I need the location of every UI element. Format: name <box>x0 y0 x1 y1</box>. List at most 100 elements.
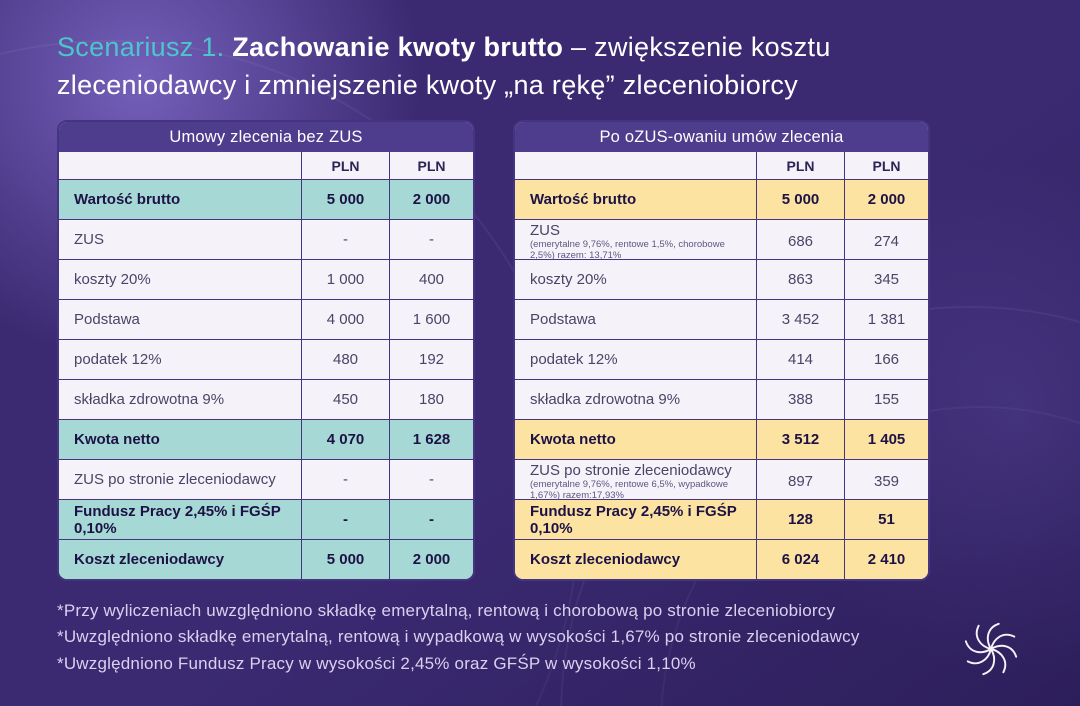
row-value: 1 405 <box>844 420 928 459</box>
row-label: Wartość brutto <box>530 191 637 208</box>
row-value: 1 000 <box>301 260 389 299</box>
row-label-cell: Wartość brutto <box>59 180 301 219</box>
row-label: składka zdrowotna 9% <box>530 391 681 408</box>
row-value: - <box>389 220 473 259</box>
row-label: ZUS po stronie zleceniodawcy <box>530 462 732 479</box>
page-title: Scenariusz 1. Zachowanie kwoty brutto – … <box>57 28 909 105</box>
row-value: 5 000 <box>301 180 389 219</box>
row-label: koszty 20% <box>530 271 607 288</box>
row-value: 1 600 <box>389 300 473 339</box>
table-row: ZUS po stronie zleceniodawcy - - <box>59 459 473 499</box>
row-value: 345 <box>844 260 928 299</box>
row-label: Fundusz Pracy 2,45% i FGŚP 0,10% <box>530 502 737 537</box>
footnote-1: *Przy wyliczeniach uwzględniono składkę … <box>57 601 836 620</box>
row-value: 4 070 <box>301 420 389 459</box>
row-label: ZUS <box>74 231 104 248</box>
row-value: 274 <box>844 220 928 264</box>
row-label-cell: Koszt zleceniodawcy <box>59 540 301 579</box>
footnotes: *Przy wyliczeniach uwzględniono składkę … <box>57 600 927 679</box>
row-value: 2 410 <box>844 540 928 579</box>
row-label-cell: składka zdrowotna 9% <box>515 380 756 419</box>
row-label-cell: Wartość brutto <box>515 180 756 219</box>
column-header-row: PLN PLN <box>515 152 928 179</box>
table-row: podatek 12% 414 166 <box>515 339 928 379</box>
row-label: Kwota netto <box>74 431 160 448</box>
row-value: - <box>389 500 473 539</box>
row-label: koszty 20% <box>74 271 151 288</box>
row-value: 3 512 <box>756 420 844 459</box>
row-label: podatek 12% <box>530 351 618 368</box>
table-row: ZUS - - <box>59 219 473 259</box>
table-row: Podstawa 3 452 1 381 <box>515 299 928 339</box>
row-value: 192 <box>389 340 473 379</box>
table-row: ZUS po stronie zleceniodawcy (emerytalne … <box>515 459 928 504</box>
table-row: Podstawa 4 000 1 600 <box>59 299 473 339</box>
column-header-row: PLN PLN <box>59 152 473 179</box>
title-scenario-label: Scenariusz 1. <box>57 32 233 62</box>
table-row: Wartość brutto 5 000 2 000 <box>515 179 928 219</box>
row-value: 180 <box>389 380 473 419</box>
row-label-cell: Podstawa <box>59 300 301 339</box>
table-row: podatek 12% 480 192 <box>59 339 473 379</box>
row-value: 388 <box>756 380 844 419</box>
row-label-cell: Kwota netto <box>515 420 756 459</box>
row-label-cell: Fundusz Pracy 2,45% i FGŚP 0,10% <box>59 500 301 539</box>
row-value: 4 000 <box>301 300 389 339</box>
row-value: 2 000 <box>389 540 473 579</box>
row-value: 400 <box>389 260 473 299</box>
row-value: 128 <box>756 500 844 539</box>
column-header-empty <box>515 152 756 179</box>
row-value: 359 <box>844 460 928 504</box>
table-row: Kwota netto 4 070 1 628 <box>59 419 473 459</box>
row-value: 480 <box>301 340 389 379</box>
row-label: Fundusz Pracy 2,45% i FGŚP 0,10% <box>74 502 281 537</box>
row-label-cell: podatek 12% <box>515 340 756 379</box>
table-row: składka zdrowotna 9% 450 180 <box>59 379 473 419</box>
row-sublabel: (emerytalne 9,76%, rentowe 6,5%, wypadko… <box>530 479 729 502</box>
row-value: 5 000 <box>756 180 844 219</box>
row-sublabel: (emerytalne 9,76%, rentowe 1,5%, chorobo… <box>530 239 725 262</box>
title-rest-part: – zwiększenie kosztu zleceniodawcy i zmn… <box>57 32 831 101</box>
row-label-cell: ZUS (emerytalne 9,76%, rentowe 1,5%, chor… <box>515 220 756 263</box>
row-label-cell: podatek 12% <box>59 340 301 379</box>
table-card-no-zus: Umowy zlecenia bez ZUS PLN PLN Wartość b… <box>57 120 475 581</box>
footnote-3: *Uwzględniono Fundusz Pracy w wysokości … <box>57 653 696 673</box>
table-row: koszty 20% 863 345 <box>515 259 928 299</box>
row-value: 897 <box>756 460 844 504</box>
title-bold-part: Zachowanie kwoty brutto <box>232 32 564 62</box>
row-value: 863 <box>756 260 844 299</box>
column-header-empty <box>59 152 301 179</box>
row-label-cell: składka zdrowotna 9% <box>59 380 301 419</box>
row-label-cell: Podstawa <box>515 300 756 339</box>
row-value: 414 <box>756 340 844 379</box>
row-value: 2 000 <box>844 180 928 219</box>
row-value: 166 <box>844 340 928 379</box>
table-row: Koszt zleceniodawcy 6 024 2 410 <box>515 539 928 579</box>
row-label-cell: ZUS po stronie zleceniodawcy <box>59 460 301 499</box>
table-title: Po oZUS-owaniu umów zlecenia <box>515 122 928 152</box>
row-label: ZUS <box>530 222 560 239</box>
row-label: Wartość brutto <box>74 191 181 208</box>
column-header-pln-1: PLN <box>301 152 389 179</box>
table-row: Koszt zleceniodawcy 5 000 2 000 <box>59 539 473 579</box>
footnote-2: *Uwzględniono składkę emerytalną, rentow… <box>57 627 860 647</box>
row-value: - <box>301 500 389 539</box>
column-header-pln-2: PLN <box>844 152 928 179</box>
row-label: Koszt zleceniodawcy <box>530 551 681 568</box>
row-value: 155 <box>844 380 928 419</box>
row-label-cell: Kwota netto <box>59 420 301 459</box>
table-row: składka zdrowotna 9% 388 155 <box>515 379 928 419</box>
table-body: Wartość brutto 5 000 2 000 ZUS - - koszty 20% 1… <box>59 179 473 579</box>
row-label-cell: Koszt zleceniodawcy <box>515 540 756 579</box>
row-label: Podstawa <box>530 311 596 328</box>
row-value: 3 452 <box>756 300 844 339</box>
table-row: ZUS (emerytalne 9,76%, rentowe 1,5%, chor… <box>515 219 928 264</box>
table-row: Fundusz Pracy 2,45% i FGŚP 0,10% 128 51 <box>515 499 928 539</box>
swirl-logo-icon <box>964 622 1018 676</box>
table-row: Kwota netto 3 512 1 405 <box>515 419 928 459</box>
table-row: Wartość brutto 5 000 2 000 <box>59 179 473 219</box>
row-label: Kwota netto <box>530 431 616 448</box>
row-value: 6 024 <box>756 540 844 579</box>
row-label-cell: ZUS <box>59 220 301 259</box>
